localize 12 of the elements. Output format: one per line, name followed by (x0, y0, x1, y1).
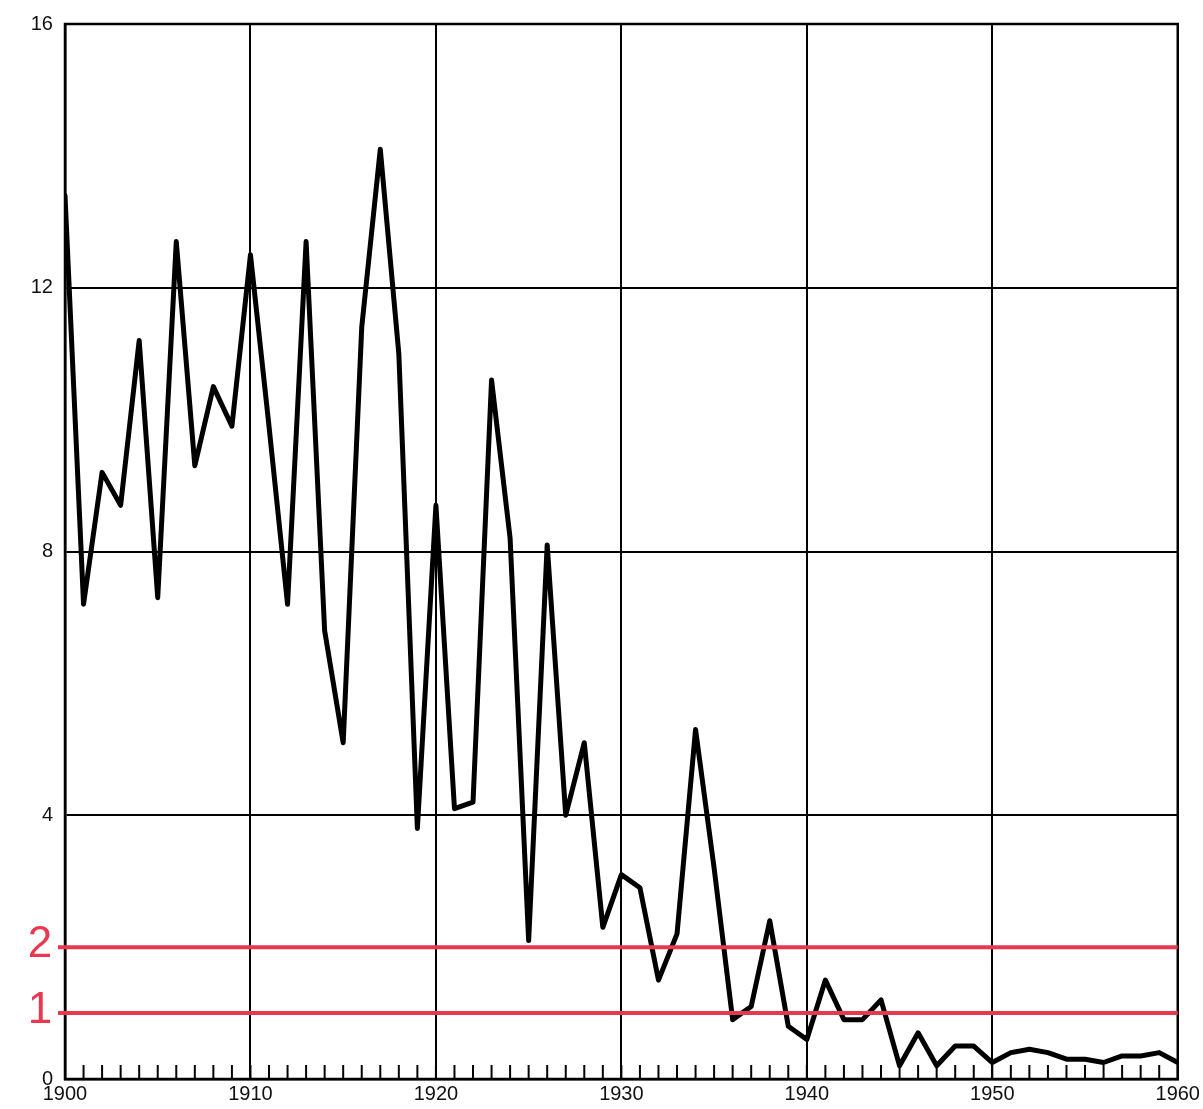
x-tick-label: 1910 (228, 1081, 273, 1104)
ref-line-label: 1 (27, 983, 53, 1033)
y-tick-label: 16 (30, 11, 53, 34)
x-tick-label: 1940 (784, 1081, 830, 1104)
x-tick-label: 1950 (970, 1081, 1015, 1104)
y-tick-label: 8 (41, 539, 53, 562)
ref-line-label: 2 (27, 917, 53, 967)
y-tick-label: 12 (30, 275, 53, 298)
x-tick-label: 1930 (599, 1081, 644, 1104)
y-tick-label: 4 (41, 802, 53, 825)
x-tick-label: 1960 (1155, 1081, 1200, 1104)
x-tick-label: 1920 (413, 1081, 459, 1104)
